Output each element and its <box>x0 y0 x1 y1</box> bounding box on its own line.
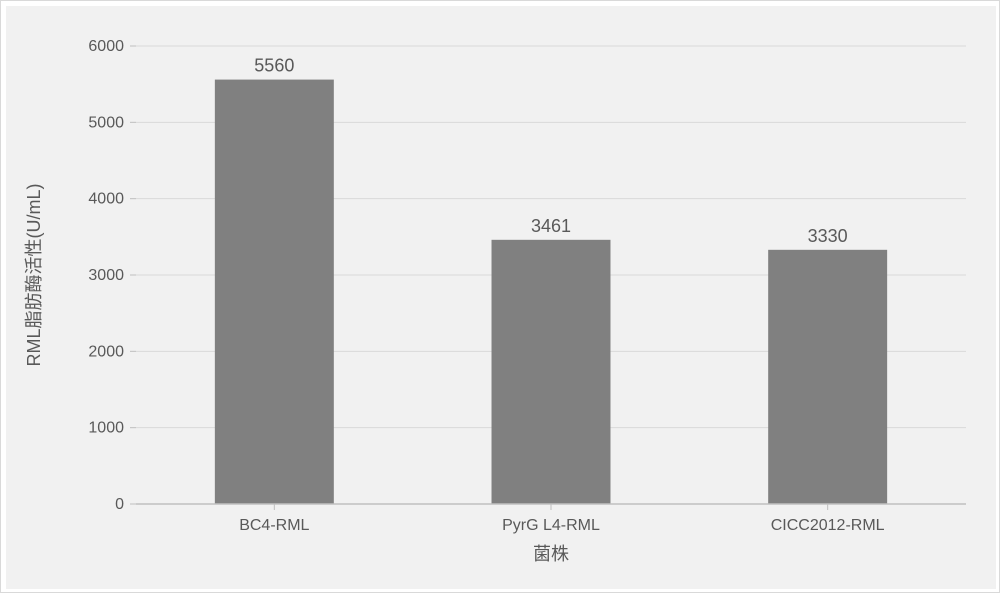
y-tick-label: 1000 <box>88 420 124 437</box>
x-axis-title: 菌株 <box>533 544 569 564</box>
x-tick-label: BC4-RML <box>239 517 309 534</box>
y-tick-label: 5000 <box>88 114 124 131</box>
chart-panel: 0 1000 2000 3000 4000 5000 6000 5560 BC4-RML 3461… <box>6 6 996 589</box>
y-tick-label: 0 <box>115 496 124 513</box>
bar-data-label: 3330 <box>808 226 848 246</box>
bar-chart: 0 1000 2000 3000 4000 5000 6000 5560 BC4-RML 3461… <box>6 6 996 589</box>
y-tick-label: 3000 <box>88 267 124 284</box>
x-tick-label: PyrG L4-RML <box>502 517 600 534</box>
bar <box>492 240 611 504</box>
y-tick-label: 6000 <box>88 38 124 55</box>
bar <box>768 250 887 504</box>
y-tick-label: 2000 <box>88 343 124 360</box>
bar <box>215 80 334 504</box>
y-tick-label: 4000 <box>88 191 124 208</box>
chart-outer-frame: 0 1000 2000 3000 4000 5000 6000 5560 BC4-RML 3461… <box>0 0 1000 593</box>
bar-data-label: 5560 <box>254 56 294 76</box>
bar-data-label: 3461 <box>531 216 571 236</box>
y-axis-title: RML脂肪酶活性(U/mL) <box>24 184 44 367</box>
x-tick-label: CICC2012-RML <box>771 517 885 534</box>
